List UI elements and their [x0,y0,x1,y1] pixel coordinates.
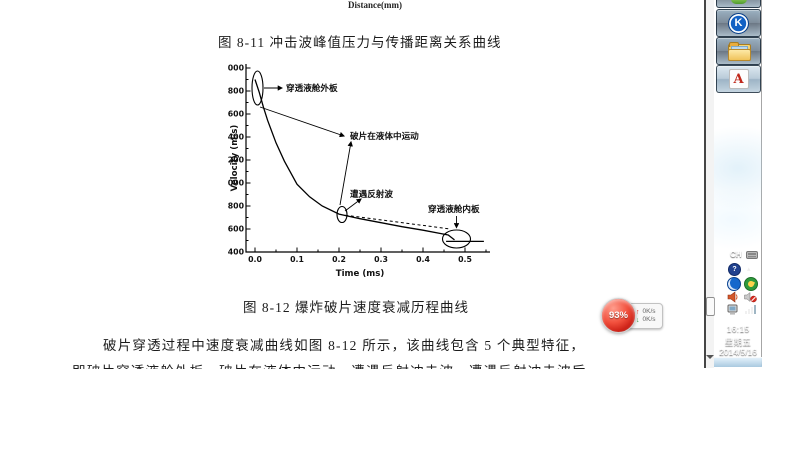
extrapolation-dashed-line [345,214,451,230]
system-tray: CH ? ▴ 16:15 星期五 2014/5/16 [714,248,762,358]
keyboard-icon[interactable] [746,251,758,259]
inner-plate-ellipse [441,229,472,249]
svg-text:600: 600 [228,225,245,234]
taskbar-button-partial-app[interactable] [716,0,761,8]
liquid-motion-arrow-1 [259,106,346,138]
clock-weekday[interactable]: 星期五 [724,337,752,347]
svg-text:0.2: 0.2 [332,255,346,264]
body-paragraph-line-1: 破片穿透过程中速度衰减曲线如图 8-12 所示，该曲线包含 5 个典型特征， [103,338,586,353]
annotation-inner-plate: 穿透液舱内板 [428,203,480,215]
annotation-outer-plate: 穿透液舱外板 [286,82,338,94]
svg-text:1400: 1400 [228,133,245,142]
svg-text:400: 400 [228,248,245,257]
figure-8-11-caption: 图 8-11 冲击波峰值压力与传播距离关系曲线 [218,35,502,50]
muted-audio-icon[interactable] [744,291,757,303]
document-scrollbar-track[interactable] [706,0,714,368]
svg-text:1200: 1200 [228,156,245,165]
svg-text:0.1: 0.1 [290,255,304,264]
scrollbar-down-arrow-icon[interactable] [706,355,714,363]
document-scrollbar-thumb[interactable] [706,297,715,316]
reflected-wave-arrow [344,198,362,212]
ime-language-indicator[interactable]: CH [730,250,742,259]
partial-app-icon [730,0,747,4]
x-axis-title: Time (ms) [336,269,385,279]
annotation-liquid-motion: 破片在液体中运动 [350,130,419,142]
outer-plate-ellipse [251,70,264,106]
clock-date[interactable]: 2014/5/16 [719,347,757,357]
y-axis-ticks [246,67,251,253]
upload-speed-value: 0K/s [642,307,656,315]
explorer-folder-icon [728,41,751,61]
prev-chart-x-axis-label: Distance(mm) [348,0,402,10]
x-tick-labels: 0.0 0.1 0.2 0.3 0.4 0.5 [248,255,472,264]
annotation-reflected-wave: 遭遇反射波 [350,188,393,200]
volume-icon[interactable] [727,291,739,303]
antivirus-tray-icon[interactable] [744,277,758,291]
y-axis-title: Velocity (m/s) [230,125,240,192]
help-tray-icon[interactable]: ? [728,263,741,276]
figure-8-12-caption: 图 8-12 爆炸破片速度衰减历程曲线 [243,300,469,315]
svg-text:800: 800 [228,202,245,211]
signal-strength-icon[interactable] [745,304,757,315]
upload-arrow-icon: ↑ [636,308,640,316]
memory-usage-ball[interactable]: 93% [601,298,636,333]
window-border [704,0,706,368]
clock-time[interactable]: 16:15 [726,324,750,334]
show-hidden-icons-chevron[interactable]: ▴ [747,266,751,273]
svg-text:1600: 1600 [228,110,245,119]
svg-text:0.4: 0.4 [416,255,430,264]
adobe-reader-icon: A [728,69,749,89]
svg-text:0.3: 0.3 [374,255,388,264]
taskbar-button-k-app[interactable]: K [716,9,761,37]
svg-text:0.0: 0.0 [248,255,262,264]
x-axis-ticks [254,247,487,252]
velocity-decay-curve [254,79,455,241]
body-paragraph-line-2-clipped: 即破片穿透液舱外板，破片在液体中运动，遭遇反射冲击波，遭遇反射冲击波后 [72,360,587,369]
memory-percent-label: 93% [608,310,628,321]
svg-text:1800: 1800 [228,87,245,96]
k-app-icon: K [728,12,749,34]
taskbar-button-explorer[interactable] [716,37,761,65]
download-arrow-icon: ↓ [636,316,640,324]
download-speed-value: 0K/s [642,315,656,323]
liquid-motion-arrow-2 [339,140,353,206]
svg-text:0.5: 0.5 [458,255,472,264]
svg-text:1000: 1000 [228,179,245,188]
document-page: Distance(mm) 图 8-11 冲击波峰值压力与传播距离关系曲线 [72,0,587,369]
taskbar-button-adobe-reader[interactable]: A [716,65,761,93]
show-desktop-button[interactable] [714,357,762,367]
security-app-tray-icon[interactable] [727,277,741,291]
network-connection-icon[interactable] [727,304,739,316]
reflected-wave-ellipse [336,205,348,224]
